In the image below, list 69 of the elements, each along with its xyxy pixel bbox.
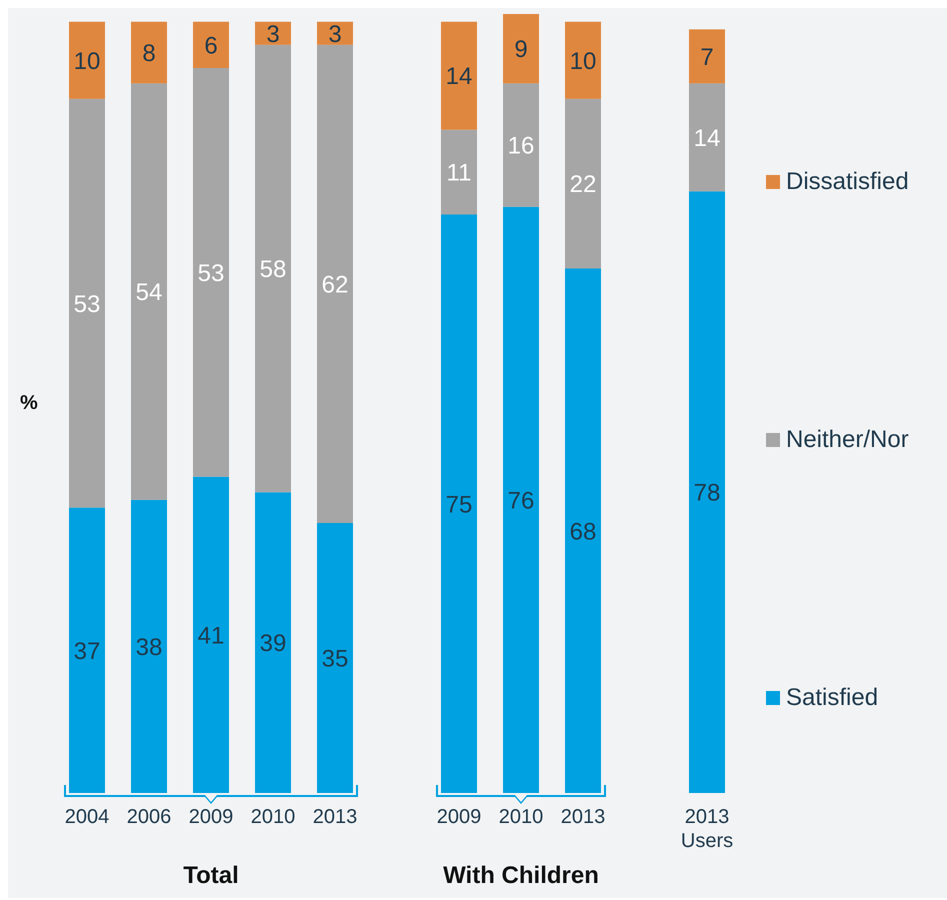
data-label: 6: [204, 32, 218, 60]
data-label: 11: [446, 160, 472, 187]
data-label: 78: [694, 480, 720, 507]
data-label: 41: [198, 622, 224, 650]
x-tick-label: 2006: [126, 806, 172, 828]
bar: [255, 492, 291, 793]
bar: [441, 22, 477, 130]
bar: [317, 523, 353, 793]
bar: [565, 22, 601, 99]
x-tick-label: 2013 Users: [680, 806, 734, 852]
text: With Children: [442, 862, 600, 890]
data-label: 16: [508, 132, 534, 160]
bar: [69, 508, 105, 793]
bar: [193, 22, 229, 68]
x-tick-label: 2013: [312, 806, 358, 828]
legend-label: Dissatisfied: [786, 168, 909, 196]
y-axis-title: %: [20, 392, 38, 414]
bar: [441, 130, 477, 215]
x-tick-label: 2009: [436, 806, 482, 828]
text: Total: [182, 862, 240, 890]
data-label: 54: [136, 279, 162, 306]
data-label: 39: [260, 630, 286, 658]
data-label: 53: [198, 260, 224, 287]
bar: [131, 22, 167, 84]
data-label: 3: [266, 20, 280, 48]
data-label: 7: [700, 44, 714, 71]
data-label: 53: [74, 290, 100, 318]
bar: [503, 83, 539, 207]
data-label: 14: [446, 63, 472, 90]
data-label: 10: [570, 48, 596, 75]
legend-label: Satisfied: [786, 684, 878, 712]
legend-label: Neither/Nor: [786, 426, 909, 454]
bar: [69, 98, 105, 508]
bar: [689, 29, 725, 84]
bar: [193, 476, 229, 793]
bar: [193, 68, 229, 477]
data-label: 10: [74, 48, 100, 75]
data-label: 37: [74, 638, 100, 665]
bar: [565, 98, 601, 269]
x-tick-label: 2004: [64, 806, 110, 828]
x-tick-label: 2013: [560, 806, 606, 828]
data-label: 35: [322, 646, 348, 673]
bar: [131, 500, 167, 793]
data-label: 62: [322, 271, 348, 298]
data-label: 9: [514, 36, 528, 64]
bar: [565, 268, 601, 793]
bar: [69, 22, 105, 99]
bar: [503, 206, 539, 793]
bar: [689, 191, 725, 793]
bar: [317, 44, 353, 524]
x-tick-label: 2009: [188, 806, 234, 828]
bar: [131, 83, 167, 500]
data-label: 75: [446, 491, 472, 518]
data-label: 58: [260, 256, 286, 284]
x-tick-label: 2010: [250, 806, 296, 828]
data-label: 8: [142, 40, 156, 68]
bar: [503, 14, 539, 84]
bar: [689, 83, 725, 192]
bar: [255, 44, 291, 492]
data-label: 22: [570, 171, 596, 198]
bar: [441, 214, 477, 793]
data-label: 38: [136, 634, 162, 661]
bar: [317, 22, 353, 45]
bar: [255, 22, 291, 45]
data-label: 76: [508, 487, 534, 514]
data-label: 14: [694, 124, 720, 152]
data-label: 68: [570, 518, 596, 546]
x-tick-label: 2010: [498, 806, 544, 828]
data-label: 3: [328, 20, 342, 48]
